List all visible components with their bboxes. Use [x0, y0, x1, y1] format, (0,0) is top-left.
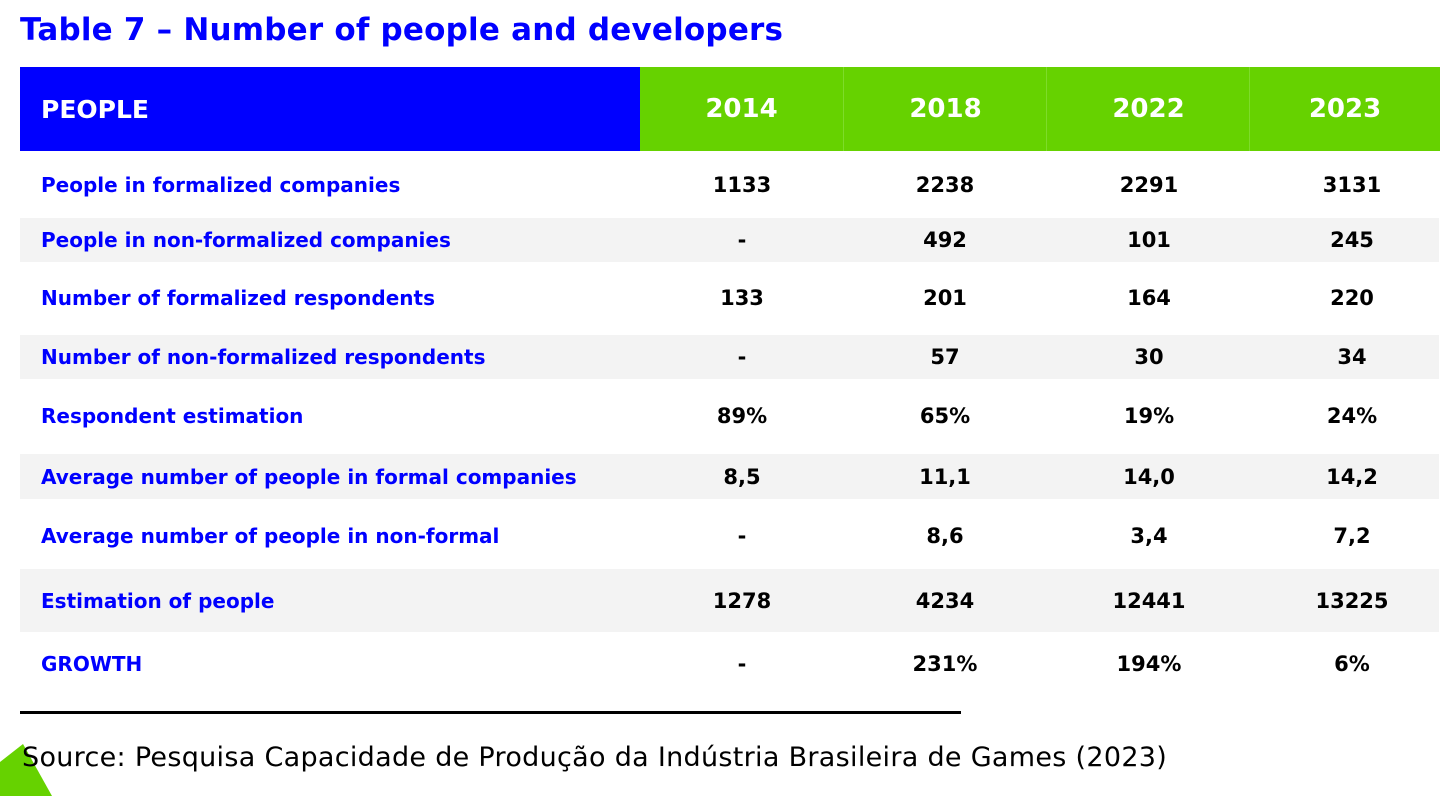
- table-cell-2022: 30: [1134, 345, 1164, 369]
- table-cell-2018: 4234: [915, 589, 975, 613]
- table-cell-2023: 13225: [1315, 589, 1389, 613]
- table-cell-2014: 133: [720, 286, 764, 310]
- row-band: [20, 569, 1439, 632]
- header-year-2018: 2018: [843, 67, 1047, 151]
- table-cell-2022: 101: [1127, 228, 1171, 252]
- table-cell-2018: 231%: [912, 652, 978, 676]
- row-label: Number of non-formalized respondents: [41, 345, 486, 369]
- header-people: PEOPLE: [20, 67, 640, 151]
- table-cell-2018: 65%: [919, 404, 971, 428]
- table-cell-2022: 164: [1127, 286, 1171, 310]
- header-year-2014: 2014: [640, 67, 843, 151]
- source-note: Source: Pesquisa Capacidade de Produção …: [22, 742, 1168, 773]
- table-cell-2018: 8,6: [926, 524, 964, 548]
- row-label: GROWTH: [41, 652, 143, 676]
- table-cell-2022: 194%: [1116, 652, 1182, 676]
- green-corner-decoration: [0, 744, 52, 796]
- table-cell-2014: 89%: [716, 404, 768, 428]
- table-cell-2023: 14,2: [1326, 465, 1378, 489]
- table-cell-2023: 245: [1330, 228, 1374, 252]
- table-cell-2014: -: [737, 345, 747, 369]
- table-cell-2018: 201: [923, 286, 967, 310]
- row-label: Average number of people in non-formal: [41, 524, 500, 548]
- table-cell-2014: -: [737, 524, 747, 548]
- table-cell-2022: 2291: [1119, 173, 1179, 197]
- header-year-2022: 2022: [1046, 67, 1250, 151]
- table-cell-2014: -: [737, 228, 747, 252]
- row-label: People in formalized companies: [41, 173, 401, 197]
- table-cell-2023: 24%: [1326, 404, 1378, 428]
- table-cell-2014: 1278: [712, 589, 772, 613]
- row-band: [20, 335, 1439, 379]
- table-cell-2014: 8,5: [723, 465, 761, 489]
- table-cell-2022: 12441: [1112, 589, 1186, 613]
- table-cell-2022: 3,4: [1130, 524, 1168, 548]
- row-band: [20, 218, 1439, 262]
- table-cell-2022: 14,0: [1123, 465, 1175, 489]
- row-label: People in non-formalized companies: [41, 228, 451, 252]
- table-cell-2023: 7,2: [1333, 524, 1371, 548]
- header-year-2023: 2023: [1249, 67, 1440, 151]
- table-cell-2018: 57: [930, 345, 960, 369]
- table-cell-2014: -: [737, 652, 747, 676]
- table-cell-2023: 3131: [1322, 173, 1382, 197]
- page-title: Table 7 – Number of people and developer…: [20, 12, 784, 48]
- divider: [20, 711, 961, 714]
- table-cell-2023: 34: [1337, 345, 1367, 369]
- row-label: Average number of people in formal compa…: [41, 465, 577, 489]
- row-label: Estimation of people: [41, 589, 275, 613]
- row-label: Respondent estimation: [41, 404, 304, 428]
- table-cell-2014: 1133: [712, 173, 772, 197]
- table-cell-2018: 492: [923, 228, 967, 252]
- table-cell-2023: 6%: [1334, 652, 1370, 676]
- table-cell-2018: 2238: [915, 173, 975, 197]
- row-band: [20, 454, 1439, 499]
- table-cell-2023: 220: [1330, 286, 1374, 310]
- table-cell-2022: 19%: [1123, 404, 1175, 428]
- row-label: Number of formalized respondents: [41, 286, 435, 310]
- table-cell-2018: 11,1: [919, 465, 971, 489]
